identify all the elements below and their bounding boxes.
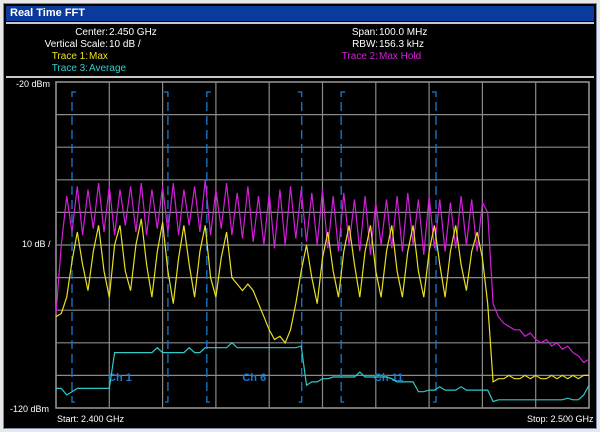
span-label: Span: [351,27,378,38]
header-divider [6,76,594,78]
channel-label: Ch 6 [242,372,266,384]
channel-bracket [340,91,437,403]
trace1-label: Trace 1: [51,51,88,62]
trace1-value: Max [89,51,108,62]
trace2-label: Trace 2: [341,51,378,62]
rbw-label: RBW: [352,39,378,50]
y-mid-label: 10 dB / [22,239,51,249]
y-top-label: -20 dBm [16,79,51,89]
span-value: 100.0 MHz [379,27,428,38]
y-bottom-label: -120 dBm [10,404,50,414]
trace3-value: Average [89,63,127,74]
trace3-label: Trace 3: [51,63,88,74]
rbw-value: 156.3 kHz [379,39,425,50]
vertical-scale-label: Vertical Scale: [44,39,108,50]
center-label: Center: [75,27,108,38]
x-start-label: Start: 2.400 GHz [57,414,125,424]
x-stop-label: Stop: 2.500 GHz [527,414,594,424]
window-title: Real Time FFT [6,6,594,21]
channel-bracket [71,91,169,403]
trace-line-3 [56,341,590,403]
title-divider [6,22,594,24]
vertical-scale-value: 10 dB / [109,39,141,50]
center-value: 2.450 GHz [109,27,157,38]
trace2-value: Max Hold [379,51,422,62]
trace-line-1 [55,179,590,364]
trace-line-2 [55,218,589,383]
channel-label: Ch 1 [108,372,132,384]
channel-bracket [206,91,303,403]
